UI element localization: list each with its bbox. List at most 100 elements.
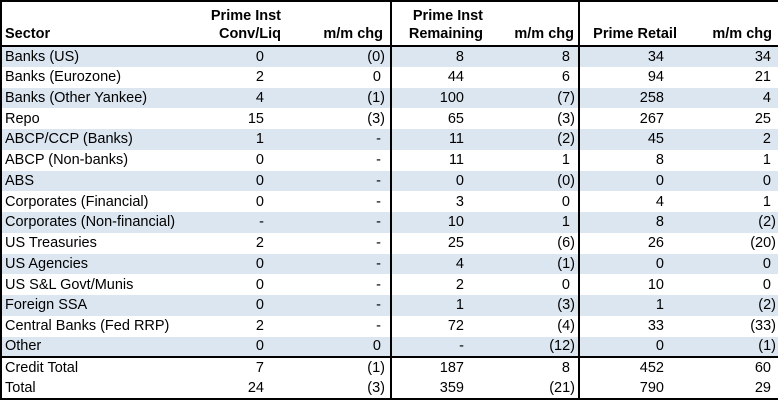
value-cell: 0 [255, 297, 264, 314]
value-cell: (3) [293, 378, 392, 399]
value-cell: (20) [750, 235, 776, 252]
value-cell: 8 [455, 48, 464, 65]
table-row: Foreign SSA 0 - 1 (3) 1 (2) [1, 295, 778, 316]
value-cell: 1 [762, 152, 771, 169]
table-row: Repo 15 (3) 65 (3) 267 25 [1, 108, 778, 129]
value-cell: (3) [491, 295, 580, 316]
value-cell: (0) [491, 170, 580, 192]
value-cell: 8 [491, 46, 580, 67]
table-row: ABCP (Non-banks) 0-11 1 8 1 [1, 149, 778, 171]
table-row: Banks (Eurozone) 2 0 44 6 94 21 [1, 66, 778, 88]
sector-cell: ABCP (Non-banks) [5, 152, 129, 169]
value-cell: 452 [579, 356, 681, 378]
value-cell: 25 [754, 110, 771, 127]
value-cell: (3) [293, 108, 392, 129]
value-cell: 1 [455, 297, 464, 314]
sector-cell: US Agencies [5, 255, 89, 272]
sector-cell: Credit Total [1, 356, 206, 378]
col-header-sector-label: Sector [5, 26, 51, 42]
value-cell: (1) [293, 356, 392, 378]
value-cell: 34 [647, 48, 664, 65]
value-cell: 34 [754, 48, 771, 65]
table-row: Corporates (Non-financial) - - 10 1 8 (2) [1, 212, 778, 233]
value-cell: 24 [247, 380, 264, 396]
value-cell: 4 [455, 255, 464, 272]
value-cell: 2 [255, 235, 264, 252]
value-cell: 44 [447, 69, 464, 86]
table-row: Other 0 0 - (12) 0 (1) [1, 336, 778, 358]
col-header-conv-liq-label: Conv/Liq [218, 26, 281, 42]
value-cell: 4 [762, 89, 771, 106]
sector-cell: ABCP/CCP (Banks) [5, 131, 133, 148]
value-cell: (0) [293, 46, 392, 67]
value-cell: 1 [255, 131, 264, 148]
col-header-mm-chg-3-label: m/m chg [712, 26, 772, 42]
value-cell: 359 [439, 380, 464, 396]
col-header-prime-inst-label: Prime Inst [210, 8, 281, 24]
value-cell: 29 [754, 380, 771, 396]
col-header-sector: Sector [1, 1, 206, 47]
value-cell: 0 [762, 172, 771, 189]
value-cell: - [293, 274, 392, 295]
value-cell: 0 [655, 255, 664, 272]
value-cell: 15 [247, 110, 264, 127]
sector-cell: Foreign SSA [5, 297, 88, 314]
value-cell: 0 [762, 276, 771, 293]
total-row: Credit Total 7 (1) 187 8 452 60 [1, 356, 778, 378]
value-cell: 0 [255, 276, 264, 293]
value-cell: - [293, 129, 392, 150]
header-row: Sector Prime Inst Conv/Liq m/m chg Prime… [1, 1, 778, 47]
value-cell: - [293, 149, 392, 171]
value-cell: 10 [447, 214, 464, 231]
value-cell: 0 [255, 172, 264, 189]
value-cell: (33) [750, 318, 776, 335]
sector-cell: Corporates (Non-financial) [5, 214, 176, 231]
value-cell: 8 [655, 152, 664, 169]
value-cell: 1 [491, 149, 580, 171]
value-cell: 8 [655, 214, 664, 231]
value-cell: 0 [255, 152, 264, 169]
sector-cell: US S&L Govt/Munis [5, 276, 134, 293]
value-cell: 4 [655, 193, 664, 210]
value-cell: 21 [754, 69, 771, 86]
table-row: Banks (US) 0 (0) 8 8 34 34 [1, 46, 778, 67]
value-cell: (2) [758, 297, 776, 314]
total-row: Total 24 (3) 359 (21) 790 29 [1, 378, 778, 399]
value-cell: 100 [439, 89, 464, 106]
value-cell: 2 [762, 131, 771, 148]
sector-cell: US Treasuries [5, 235, 97, 252]
sector-cell: Banks (US) [5, 48, 80, 65]
value-cell: - [293, 232, 392, 254]
table-row: US Treasuries 2 - 25 (6) 26 (20) [1, 232, 778, 254]
table-row: US Agencies 0 - 4 (1) 0 0 [1, 253, 778, 275]
value-cell: - [293, 191, 392, 212]
col-header-prime-retail-label: Prime Retail [593, 26, 677, 42]
col-header-remaining-label: Remaining [408, 26, 483, 42]
value-cell: 6 [491, 66, 580, 88]
value-cell: - [293, 212, 392, 233]
value-cell: 10 [647, 276, 664, 293]
table-body: Banks (US) 0 (0) 8 8 34 34 Banks (Eurozone) 2 0 44… [1, 46, 778, 399]
value-cell: 11 [448, 152, 464, 169]
value-cell: 2 [455, 276, 464, 293]
value-cell: 8 [491, 356, 580, 378]
value-cell: 1 [762, 193, 771, 210]
sector-cell: Banks (Other Yankee) [5, 89, 148, 106]
value-cell: (2) [758, 214, 776, 231]
table-row: Corporates (Financial) 0 - 3 0 4 1 [1, 191, 778, 212]
value-cell: 0 [255, 48, 264, 65]
value-cell: - [459, 338, 464, 355]
value-cell: 72 [447, 318, 464, 335]
value-cell: 0 [255, 338, 264, 355]
value-cell: 2 [255, 69, 264, 86]
table-row: ABS 0 - 0 (0) 0 0 [1, 170, 778, 192]
value-cell: 258 [639, 89, 664, 106]
sector-cell: Central Banks (Fed RRP) [5, 318, 170, 335]
table-row: Central Banks (Fed RRP) 2 - 72 (4) 33 (33) [1, 315, 778, 337]
col-header-prime-inst-conv-liq: Prime Inst Conv/Liq [206, 1, 293, 47]
value-cell: 65 [447, 110, 464, 127]
sector-cell: Repo [5, 110, 40, 127]
col-header-mm-chg-2: m/m chg [491, 1, 580, 47]
